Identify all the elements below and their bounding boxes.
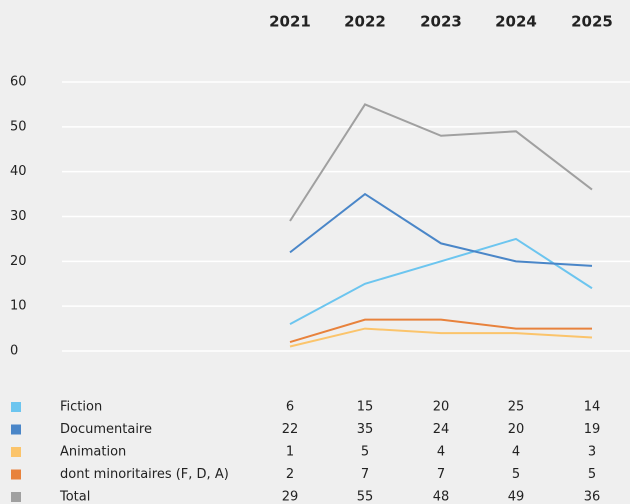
y-tick-label: 30 [10, 209, 27, 224]
table-value: 19 [584, 422, 601, 437]
series-line [289, 192, 593, 267]
year-header: 2025 [571, 13, 613, 31]
legend-swatch [11, 424, 21, 435]
table-value: 5 [361, 445, 369, 460]
table-value: 14 [584, 400, 601, 415]
legend-swatch [11, 402, 21, 412]
legend-label: Documentaire [60, 422, 152, 437]
legend-swatch [11, 447, 21, 457]
table-value: 7 [361, 467, 369, 482]
table-value: 49 [508, 490, 525, 504]
table-value: 20 [508, 422, 525, 437]
series-line [289, 103, 593, 222]
table-value: 1 [286, 445, 294, 460]
table-value: 35 [357, 422, 374, 437]
series-line [289, 318, 592, 343]
year-header: 2021 [269, 13, 311, 31]
y-tick-label: 60 [10, 75, 27, 90]
table-value: 24 [433, 422, 450, 437]
table-value: 20 [433, 400, 450, 415]
table-value: 2 [286, 467, 294, 482]
year-header: 2022 [344, 13, 386, 31]
table-value: 22 [282, 422, 299, 437]
table-value: 6 [286, 400, 294, 415]
table-value: 29 [282, 490, 299, 504]
table-value: 48 [433, 490, 450, 504]
table-value: 3 [588, 445, 596, 460]
table-value: 4 [437, 445, 445, 460]
year-header: 2024 [495, 13, 537, 31]
table-value: 15 [357, 400, 374, 415]
table-value: 4 [512, 445, 520, 460]
y-tick-label: 20 [10, 254, 27, 269]
table-value: 7 [437, 467, 445, 482]
legend-label: Total [59, 490, 90, 504]
series-line [289, 237, 593, 325]
table-value: 25 [508, 400, 525, 415]
table-value: 36 [584, 490, 601, 504]
legend-label: Fiction [60, 400, 102, 415]
y-tick-label: 10 [10, 299, 27, 314]
legend-swatch [11, 469, 21, 480]
legend-label: Animation [60, 445, 126, 460]
y-tick-label: 40 [10, 164, 27, 179]
y-tick-label: 50 [10, 119, 27, 134]
table-value: 55 [357, 490, 374, 504]
legend-label: dont minoritaires (F, D, A) [60, 467, 229, 482]
y-tick-label: 0 [10, 344, 18, 359]
table-value: 5 [512, 467, 520, 482]
legend-swatch [11, 492, 21, 502]
table-value: 5 [588, 467, 596, 482]
year-header: 2023 [420, 13, 462, 31]
series-line [289, 327, 593, 348]
